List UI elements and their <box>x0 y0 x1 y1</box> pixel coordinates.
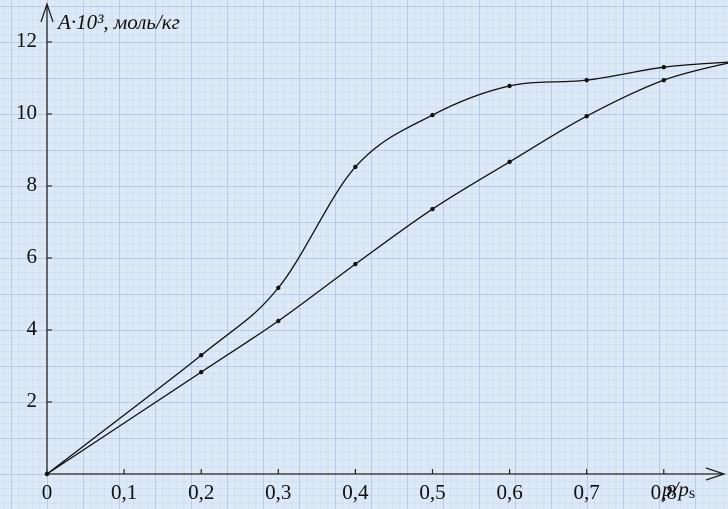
point <box>584 113 589 119</box>
point <box>430 206 435 212</box>
y-tick-label: 4 <box>27 316 38 340</box>
point <box>430 112 435 118</box>
x-tick-label: 0,1 <box>111 480 137 504</box>
x-tick-label: 0,7 <box>574 480 600 504</box>
y-tick-label: 12 <box>16 28 37 52</box>
x-axis-label-sub: s <box>689 485 695 502</box>
y-tick-label: 10 <box>16 100 37 124</box>
point <box>584 77 589 83</box>
y-tick-label: 8 <box>27 172 38 196</box>
axes <box>40 1 727 481</box>
x-tick-label: 0,8 <box>651 480 677 504</box>
point <box>44 471 50 477</box>
x-axis-arrow <box>705 467 727 481</box>
x-axis-label: p/ps <box>660 477 695 502</box>
point <box>276 285 281 291</box>
x-tick-label: 0 <box>42 480 53 504</box>
y-axis-arrow <box>40 1 54 23</box>
point <box>507 159 512 165</box>
point <box>661 77 666 83</box>
point <box>353 261 358 267</box>
x-tick-label: 0,6 <box>496 480 522 504</box>
x-tick-label: 0,2 <box>188 480 214 504</box>
y-axis-label: A·10³, моль/кг <box>56 10 180 34</box>
y-tick-label: 6 <box>27 244 38 268</box>
point <box>661 65 666 70</box>
point <box>276 318 281 324</box>
x-tick-label: 0,3 <box>265 480 291 504</box>
point <box>353 164 358 170</box>
point <box>198 369 204 375</box>
x-tick-label: 0,5 <box>419 480 445 504</box>
x-axis-label-main: p/p <box>660 477 689 501</box>
point <box>198 353 204 358</box>
x-tick-label: 0,4 <box>342 480 369 504</box>
y-tick-label: 2 <box>27 388 38 412</box>
point <box>507 83 512 89</box>
